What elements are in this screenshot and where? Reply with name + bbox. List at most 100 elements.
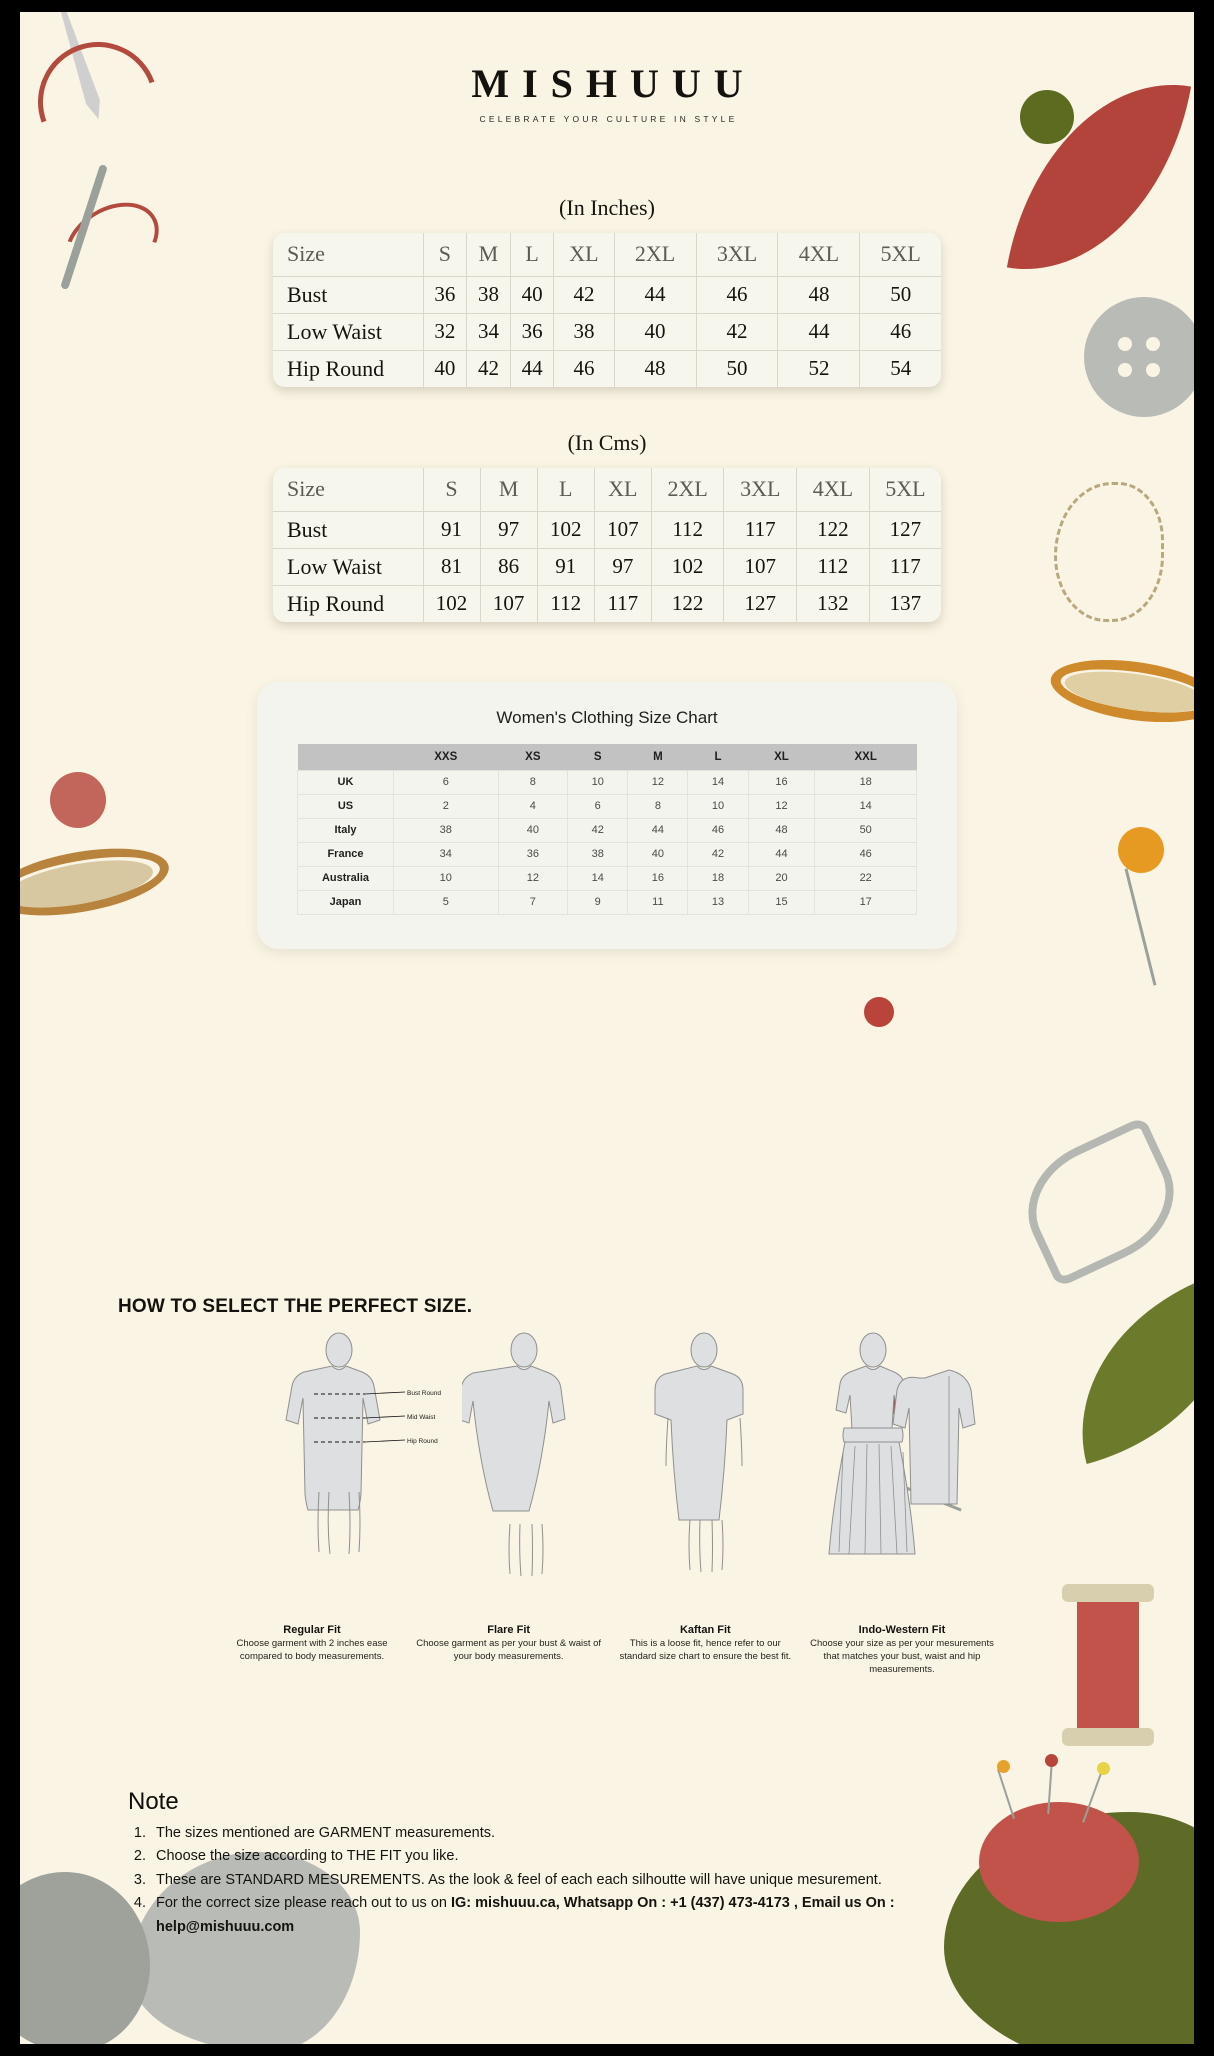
cell: 32 <box>422 312 468 351</box>
cell: 137 <box>868 584 941 622</box>
cell: 112 <box>796 547 870 586</box>
cell: 10 <box>567 769 629 795</box>
svg-text:Bust Round: Bust Round <box>407 1390 441 1397</box>
howto-section: HOW TO SELECT THE PERFECT SIZE. <box>20 1240 1194 1676</box>
womens-chart-table: XXS XS S M L XL XXL UK 6 8 10 <box>297 744 917 915</box>
cell: 122 <box>796 510 870 549</box>
note-item: These are STANDARD MESUREMENTS. As the l… <box>150 1869 1008 1892</box>
cell: 8 <box>497 769 569 795</box>
cell: 97 <box>593 547 652 586</box>
figure-regular-fit: Bust Round Mid Waist Hip Round <box>277 1332 447 1582</box>
cell: 16 <box>747 769 816 795</box>
cell: 36 <box>497 841 569 867</box>
womens-chart-title: Women's Clothing Size Chart <box>496 708 718 727</box>
cell: 112 <box>536 584 595 622</box>
table-row: Australia 10 12 14 16 18 20 22 <box>297 865 917 891</box>
inches-title: (In Inches) <box>559 195 655 220</box>
table-row: Bust 36 38 40 42 44 46 48 50 <box>273 275 941 314</box>
cell: 34 <box>466 312 511 351</box>
brand-header: MISHUUU CELEBRATE YOUR CULTURE IN STYLE <box>20 60 1194 124</box>
cell: 42 <box>695 312 779 351</box>
cell: 40 <box>497 817 569 843</box>
cell: 48 <box>777 275 861 314</box>
col-header: 5XL <box>859 233 941 277</box>
cell: 44 <box>627 817 689 843</box>
col-header: XL <box>553 233 615 277</box>
note-item: Choose the size according to THE FIT you… <box>150 1845 1008 1868</box>
row-label: Bust <box>273 510 424 549</box>
col-header: M <box>479 468 538 512</box>
col-header <box>297 744 394 770</box>
table-row: Hip Round 40 42 44 46 48 50 52 54 <box>273 349 941 387</box>
cell: 36 <box>509 312 555 351</box>
cell: 38 <box>567 841 629 867</box>
cell: 18 <box>814 769 917 795</box>
cell: 91 <box>422 510 481 549</box>
cell: 44 <box>747 841 816 867</box>
cell: 42 <box>687 841 749 867</box>
row-label: Australia <box>297 865 394 891</box>
cell: 36 <box>422 275 468 314</box>
cell: 40 <box>627 841 689 867</box>
note-heading: Note <box>128 1788 179 1815</box>
cell: 54 <box>859 349 941 387</box>
cell: 20 <box>747 865 816 891</box>
table-header-row: XXS XS S M L XL XXL <box>297 744 917 770</box>
red-dot-decor-2 <box>864 997 894 1027</box>
table-row: Hip Round 102 107 112 117 122 127 132 13… <box>273 584 941 622</box>
row-label: Low Waist <box>273 312 424 351</box>
cell: 48 <box>613 349 697 387</box>
cell: 13 <box>687 889 749 915</box>
fit-descriptions: Regular Fit Choose garment with 2 inches… <box>217 1624 997 1676</box>
cell: 86 <box>479 547 538 586</box>
col-header: S <box>567 744 628 770</box>
cell: 107 <box>593 510 652 549</box>
cell: 46 <box>695 275 779 314</box>
note-item: The sizes mentioned are GARMENT measurem… <box>150 1822 1008 1845</box>
cell: 117 <box>723 510 798 549</box>
col-header: M <box>627 744 688 770</box>
col-header: XXS <box>393 744 498 770</box>
cell: 46 <box>553 349 615 387</box>
figure-flare-fit <box>462 1332 632 1582</box>
fit-figures: Bust Round Mid Waist Hip Round <box>247 1332 976 1632</box>
fit-name: Indo-Western Fit <box>858 1624 946 1636</box>
cell: 14 <box>814 793 917 819</box>
cell: 38 <box>466 275 511 314</box>
cell: 34 <box>393 841 499 867</box>
poster-card: MISHUUU CELEBRATE YOUR CULTURE IN STYLE … <box>20 12 1194 2044</box>
col-header: XS <box>498 744 568 770</box>
cell: 91 <box>536 547 595 586</box>
col-header: 2XL <box>613 233 697 277</box>
cell: 44 <box>613 275 697 314</box>
cell: 12 <box>747 793 816 819</box>
cell: 44 <box>777 312 861 351</box>
col-header: 3XL <box>695 233 779 277</box>
table-row: UK 6 8 10 12 14 16 18 <box>297 769 917 795</box>
col-header: S <box>422 468 481 512</box>
cell: 127 <box>868 510 941 549</box>
cell: 97 <box>479 510 538 549</box>
cell: 18 <box>687 865 749 891</box>
col-header: 4XL <box>777 233 861 277</box>
thread-spool-bottom <box>1062 1728 1154 1746</box>
col-header: XL <box>748 744 815 770</box>
inches-table-wrap: Size S M L XL 2XL 3XL 4XL 5XL Bust 36 <box>273 233 941 387</box>
cell: 122 <box>650 584 725 622</box>
fit-name: Regular Fit <box>283 1624 341 1636</box>
row-label: Hip Round <box>273 349 424 387</box>
svg-text:Hip Round: Hip Round <box>407 1438 438 1445</box>
fit-regular: Regular Fit Choose garment with 2 inches… <box>217 1624 407 1676</box>
figure-indo-western-fit <box>817 1332 1027 1582</box>
cell: 4 <box>497 793 569 819</box>
cell: 107 <box>479 584 538 622</box>
fit-desc: This is a loose fit, hence refer to our … <box>619 1638 792 1662</box>
cell: 38 <box>553 312 615 351</box>
row-label: Hip Round <box>273 584 424 622</box>
note-item-prefix: For the correct size please reach out to… <box>156 1895 451 1912</box>
fit-desc: Choose your size as per your mesurements… <box>810 1638 994 1675</box>
cell: 50 <box>814 817 917 843</box>
cell: 117 <box>593 584 652 622</box>
cms-table-wrap: Size S M L XL 2XL 3XL 4XL 5XL Bust 91 <box>273 468 941 622</box>
table-header-row: Size S M L XL 2XL 3XL 4XL 5XL <box>273 468 941 512</box>
